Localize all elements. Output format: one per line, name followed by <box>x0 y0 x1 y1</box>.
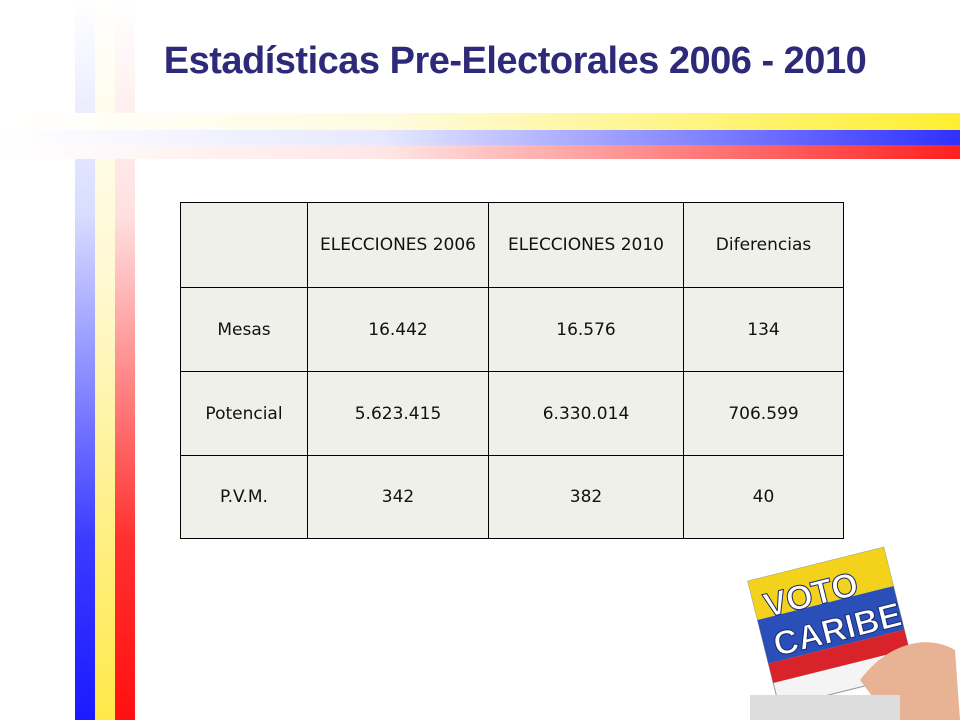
data-row: Mesas 16.442 16.576 134 <box>180 287 844 372</box>
slide-title: Estadísticas Pre-Electorales 2006 - 2010 <box>163 40 867 82</box>
row-label: Potencial <box>180 371 308 456</box>
blue-band <box>0 130 960 145</box>
ballot-red <box>768 629 910 684</box>
cell: ELECCIONES 2010 <box>488 202 684 288</box>
yellow-band <box>0 113 960 130</box>
data-row: Potencial 5.623.415 6.330.014 706.599 <box>180 371 844 456</box>
row-label: Mesas <box>180 287 308 372</box>
cell: 40 <box>683 455 844 539</box>
cell: 382 <box>488 455 684 539</box>
stats-table: ELECCIONES 2006 ELECCIONES 2010 Diferencia… <box>180 202 844 539</box>
cell: Diferencias <box>683 202 844 288</box>
row-label <box>180 202 308 288</box>
red-stripe <box>115 0 135 720</box>
ballot-yellow <box>747 547 894 620</box>
ballot-blue <box>757 586 905 664</box>
yellow-stripe <box>95 0 115 720</box>
cell: 342 <box>307 455 489 539</box>
cell: 16.576 <box>488 287 684 372</box>
cell: 5.623.415 <box>307 371 489 456</box>
data-row: P.V.M. 342 382 40 <box>180 455 844 539</box>
cell: 6.330.014 <box>488 371 684 456</box>
red-band <box>0 145 960 159</box>
cell: 706.599 <box>683 371 844 456</box>
ballot-box <box>750 695 900 720</box>
header-row: ELECCIONES 2006 ELECCIONES 2010 Diferencia… <box>180 202 844 288</box>
cell: 134 <box>683 287 844 372</box>
cell: 16.442 <box>307 287 489 372</box>
ballot-image: VOTO CARIBE <box>747 546 960 720</box>
row-label: P.V.M. <box>180 455 308 539</box>
cell: ELECCIONES 2006 <box>307 202 489 288</box>
blue-stripe <box>75 0 95 720</box>
